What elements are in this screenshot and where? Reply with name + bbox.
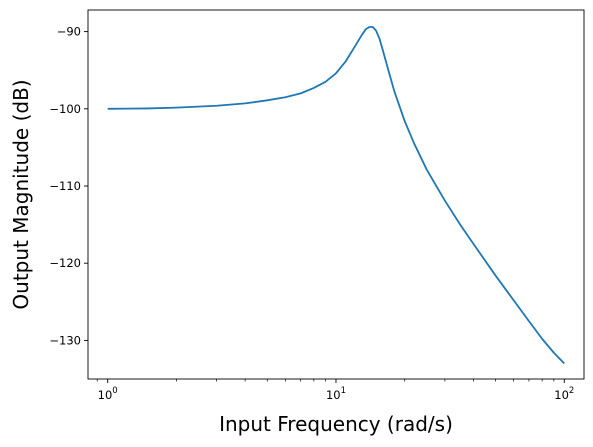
y-axis-label: Output Magnitude (dB)	[9, 79, 33, 309]
y-tick-label: −130	[49, 333, 81, 347]
y-tick-label: −90	[57, 25, 81, 39]
y-tick-label: −120	[49, 256, 81, 270]
x-axis-label: Input Frequency (rad/s)	[219, 412, 453, 436]
y-axis: −90 −100 −110 −120 −130	[49, 25, 88, 347]
series-layer	[107, 26, 565, 365]
x-tick-label: 100	[98, 386, 118, 402]
series-line-0	[107, 26, 565, 365]
y-tick-label: −110	[49, 179, 81, 193]
x-tick-label: 101	[326, 386, 346, 402]
y-tick-label: −100	[49, 102, 81, 116]
x-tick-label: 102	[554, 386, 574, 402]
x-axis: 100 101 102	[96, 379, 574, 402]
